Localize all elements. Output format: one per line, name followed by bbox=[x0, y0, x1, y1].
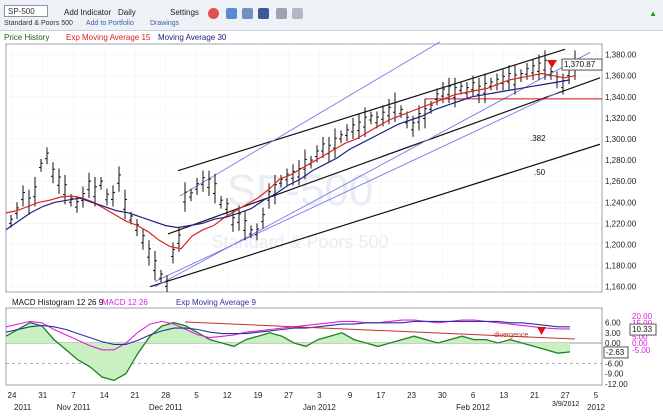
macd-line bbox=[5, 319, 571, 351]
legend-macd-histogram[interactable]: MACD Histogram 12 26 9 bbox=[12, 298, 104, 307]
period-select[interactable]: Daily bbox=[118, 8, 136, 17]
x-tick: 31 bbox=[38, 391, 47, 400]
print-icon[interactable] bbox=[292, 8, 303, 19]
x-tick: 5 bbox=[194, 391, 199, 400]
x-tick: 3 bbox=[317, 391, 322, 400]
down-arrow-icon bbox=[547, 60, 557, 68]
add-portfolio-link[interactable]: Add to Portfolio bbox=[86, 20, 134, 27]
macd-line-callout: 10.33 bbox=[632, 325, 653, 334]
price-y-tick: 1,240.00 bbox=[605, 198, 637, 207]
price-y-tick: 1,280.00 bbox=[605, 156, 637, 165]
price-y-tick: 1,360.00 bbox=[605, 72, 637, 81]
price-y-tick: 1,220.00 bbox=[605, 219, 637, 228]
price-callout-box bbox=[561, 58, 603, 71]
divergence-line bbox=[184, 321, 576, 340]
x-tick: 27 bbox=[561, 391, 570, 400]
alert-icon[interactable] bbox=[208, 8, 219, 19]
x-tick: 17 bbox=[376, 391, 385, 400]
legend-macd-line[interactable]: MACD 12 26 bbox=[102, 298, 148, 307]
change-arrow-icon: ▲ bbox=[649, 9, 657, 18]
macd-y-tick: 3.00 bbox=[605, 329, 621, 338]
x-tick: 21 bbox=[130, 391, 139, 400]
macd-line-callout-box bbox=[629, 323, 657, 336]
macd-y-tick-right: 0.00 bbox=[632, 339, 648, 348]
toolbar: SP-500 Add Indicator Daily Settings Stan… bbox=[0, 0, 663, 31]
macd-y-tick-right: -5.00 bbox=[632, 346, 651, 355]
add-indicator-button[interactable]: Add Indicator bbox=[64, 8, 112, 17]
x-month-label: Feb 2012 bbox=[456, 403, 490, 412]
legend-price-history[interactable]: Price History bbox=[4, 33, 50, 42]
legend-ma[interactable]: Moving Average 30 bbox=[158, 33, 227, 42]
price-callout: 1,370.87 bbox=[564, 60, 596, 69]
x-month-label: 2011 bbox=[14, 403, 32, 412]
price-y-tick: 1,340.00 bbox=[605, 93, 637, 102]
ema-15-line bbox=[5, 72, 576, 250]
facebook-icon[interactable] bbox=[258, 8, 269, 19]
macd-hist-callout-box bbox=[603, 346, 629, 359]
x-tick: 5 bbox=[594, 391, 599, 400]
x-tick: 23 bbox=[407, 391, 416, 400]
macd-y-tick-right: 20.00 bbox=[632, 312, 653, 321]
fib-50-label: .50 bbox=[534, 168, 546, 177]
fib-382-label: .382 bbox=[530, 134, 546, 143]
lower-trendline bbox=[149, 143, 601, 288]
macd-arrow-icon bbox=[537, 327, 546, 335]
x-month-label: Dec 2011 bbox=[149, 403, 183, 412]
macd-y-tick: -6.00 bbox=[605, 359, 624, 368]
x-tick: 24 bbox=[8, 391, 17, 400]
price-y-tick: 1,300.00 bbox=[605, 135, 637, 144]
x-tick: 21 bbox=[530, 391, 539, 400]
macd-y-tick-right: 15.00 bbox=[632, 319, 653, 328]
legend-ema[interactable]: Exp Moving Average 15 bbox=[66, 33, 151, 42]
x-tick: 12 bbox=[223, 391, 232, 400]
x-tick: 14 bbox=[100, 391, 109, 400]
price-y-tick: 1,160.00 bbox=[605, 283, 637, 292]
x-tick: 27 bbox=[284, 391, 293, 400]
macd-y-tick: 6.00 bbox=[605, 319, 621, 328]
watermark-symbol: SP-500 bbox=[227, 166, 374, 215]
upper-trendline bbox=[177, 48, 566, 172]
date-label: 3/9/2012 bbox=[552, 401, 579, 408]
x-tick: 13 bbox=[499, 391, 508, 400]
x-tick: 19 bbox=[253, 391, 262, 400]
macd-y-tick: -9.00 bbox=[605, 370, 624, 379]
symbol-subtitle: Standard & Poors 500 bbox=[4, 20, 73, 27]
price-y-tick: 1,320.00 bbox=[605, 114, 637, 123]
symbol-input[interactable]: SP-500 bbox=[4, 5, 48, 17]
x-month-label: Nov 2011 bbox=[57, 403, 91, 412]
macd-histogram-area bbox=[6, 322, 570, 381]
bookmark-icon[interactable] bbox=[242, 8, 253, 19]
price-y-tick: 1,260.00 bbox=[605, 177, 637, 186]
settings-button[interactable]: Settings bbox=[170, 8, 199, 17]
x-tick: 9 bbox=[348, 391, 353, 400]
price-y-tick: 1,380.00 bbox=[605, 51, 637, 60]
ma-30-line bbox=[5, 79, 571, 231]
macd-signal-line bbox=[5, 320, 570, 345]
macd-y-tick-right: 5.00 bbox=[632, 332, 648, 341]
divergence-label: divergence bbox=[494, 332, 528, 339]
x-month-label: 2012 bbox=[587, 403, 605, 412]
drawings-link[interactable]: Drawings bbox=[150, 20, 180, 27]
macd-histogram-line bbox=[5, 321, 571, 382]
price-y-tick: 1,200.00 bbox=[605, 241, 637, 250]
share-icon[interactable] bbox=[276, 8, 287, 19]
macd-hist-callout: -2.63 bbox=[606, 348, 625, 357]
watermark-name: Standard & Poors 500 bbox=[211, 232, 388, 252]
channel-mid bbox=[179, 41, 441, 197]
x-tick: 7 bbox=[71, 391, 76, 400]
x-tick: 30 bbox=[438, 391, 447, 400]
x-tick: 28 bbox=[161, 391, 170, 400]
channel-lower bbox=[154, 91, 561, 282]
macd-y-tick: 0.00 bbox=[605, 339, 621, 348]
price-y-tick: 1,180.00 bbox=[605, 262, 637, 271]
legend-ema9[interactable]: Exp Moving Average 9 bbox=[176, 298, 256, 307]
macd-y-tick: -12.00 bbox=[605, 380, 628, 389]
chart-icon[interactable] bbox=[226, 8, 237, 19]
x-tick: 6 bbox=[471, 391, 476, 400]
x-month-label: Jan 2012 bbox=[303, 403, 336, 412]
